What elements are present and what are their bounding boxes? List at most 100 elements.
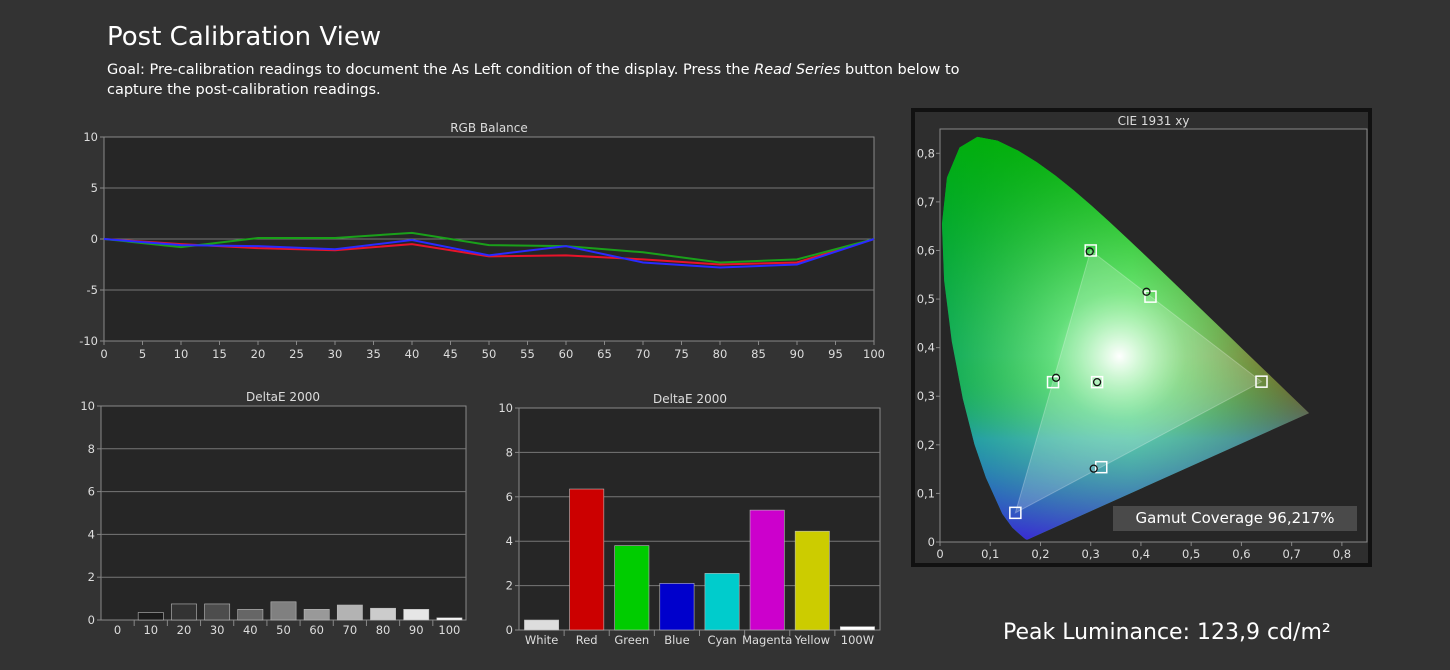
gray-bar-10 (137, 612, 164, 621)
gray-xtick-label: 20 (177, 623, 192, 637)
rgb-xtick-label: 40 (405, 347, 420, 361)
rgb-series-line-0 (103, 238, 875, 266)
rgb-ytick-label: 5 (91, 181, 98, 195)
gray-ytick-label: 8 (88, 442, 95, 456)
gray-xtick-label: 50 (276, 623, 291, 637)
cie-gamut-triangle (1014, 249, 1263, 514)
cie-measured-0 (1085, 247, 1094, 256)
gray-ytick-label: 4 (88, 527, 95, 541)
gray-bar-50 (270, 601, 297, 621)
rgb-ytick-label: -10 (79, 334, 98, 348)
cie-xtick-label: 0,2 (1031, 547, 1049, 561)
gray-chart-title: DeltaE 2000 (246, 390, 320, 404)
rgb-xtick-label: 65 (597, 347, 612, 361)
cie-xtick-label: 0 (936, 547, 943, 561)
rgb-ytick-label: -5 (87, 283, 98, 297)
cie-xtick-label: 0,3 (1082, 547, 1100, 561)
cie-xtick-label: 0,5 (1182, 547, 1200, 561)
cie-ytick-label: 0,7 (917, 195, 935, 209)
goal-text: Goal: Pre-calibration readings to docume… (107, 60, 987, 100)
cie-xtick-label: 0,8 (1333, 547, 1351, 561)
rgb-xtick-label: 60 (559, 347, 574, 361)
gray-ytick-label: 6 (88, 485, 95, 499)
gray-xtick-label: 90 (409, 623, 424, 637)
gray-bar-60 (303, 608, 330, 621)
rgb-xtick-label: 30 (328, 347, 343, 361)
cie-target-4 (1095, 460, 1108, 474)
cie-ytick-label: 0,3 (917, 389, 935, 403)
cie-target-0 (1255, 375, 1268, 388)
rgb-xtick-label: 20 (251, 347, 266, 361)
cie-measured-1 (1051, 373, 1061, 382)
gray-xtick-label: 30 (210, 623, 225, 637)
gray-bar-80 (370, 607, 396, 621)
cie-target-2 (1009, 506, 1022, 520)
color-chart-title: DeltaE 2000 (653, 392, 727, 406)
cie-chart: CIE 1931 xy 0 0,1 0,2 0,3 0,4 0,5 0,6 0,7 0,8 0 0,1… (911, 108, 1372, 567)
cie-xtick-label: 0,1 (981, 547, 999, 561)
color-ytick-label: 4 (506, 534, 513, 548)
gray-bar-90 (403, 608, 430, 621)
gray-plot-area (100, 405, 467, 621)
rgb-xtick-label: 10 (174, 347, 189, 361)
rgb-xtick-label: 50 (482, 347, 497, 361)
cie-ytick-label: 0,8 (917, 146, 935, 160)
gamut-coverage-label: Gamut Coverage 96,217% (1135, 509, 1335, 527)
color-bar-white (524, 619, 560, 631)
rgb-xtick-label: 5 (139, 347, 146, 361)
rgb-series-line-2 (103, 238, 875, 269)
rgb-xtick-label: 45 (443, 347, 458, 361)
gray-bar-100 (436, 617, 463, 621)
color-xtick-label: 100W (841, 633, 874, 647)
gray-xtick-label: 10 (143, 623, 158, 637)
color-bar-green (614, 545, 650, 631)
cie-xtick-label: 0,6 (1232, 547, 1250, 561)
rgb-ytick-label: 0 (91, 232, 98, 246)
gray-xtick-label: 60 (309, 623, 324, 637)
gray-ytick-label: 2 (88, 570, 95, 584)
gray-bar-20 (171, 603, 197, 621)
gray-xtick-label: 100 (438, 623, 460, 637)
gamut-coverage-box (1113, 506, 1357, 531)
color-bar-blue (659, 583, 695, 631)
color-ytick-label: 10 (498, 401, 513, 415)
rgb-xtick-label: 25 (289, 347, 304, 361)
color-xtick-label: White (525, 633, 558, 647)
cie-ytick-label: 0 (928, 535, 935, 549)
color-xtick-label: Red (576, 633, 598, 647)
gray-xtick-label: 80 (376, 623, 391, 637)
rgb-ytick-label: 10 (83, 130, 98, 144)
cie-measured-3 (1142, 287, 1151, 296)
cie-target-6 (1090, 375, 1104, 389)
color-xtick-label: Blue (664, 633, 689, 647)
color-xtick-label: Cyan (707, 633, 736, 647)
gray-bar-70 (336, 604, 363, 621)
grayscale-deltae-chart: 0 2 4 6 8 10 DeltaE 2000 0 10 20 30 40 50 60 70 80 90 100 (80, 390, 467, 637)
gray-bar-40 (237, 608, 264, 621)
gray-xtick-label: 70 (343, 623, 358, 637)
color-deltae-chart: 0 2 4 6 8 10 DeltaE 2000 White Red Green Blue Cyan M… (498, 392, 881, 647)
cie-ytick-label: 0,5 (917, 292, 935, 306)
rgb-xtick-label: 85 (751, 347, 766, 361)
cie-measured-2 (1089, 464, 1098, 473)
rgb-xtick-label: 70 (636, 347, 651, 361)
rgb-xtick-label: 75 (674, 347, 689, 361)
cie-ytick-label: 0,1 (917, 486, 935, 500)
color-ytick-label: 0 (506, 623, 513, 637)
peak-luminance-label: Peak Luminance: 123,9 cd/m² (1003, 620, 1331, 645)
goal-prefix: Goal: Pre-calibration readings to docume… (107, 62, 755, 78)
rgb-chart-title: RGB Balance (450, 121, 528, 135)
rgb-xtick-label: 15 (212, 347, 227, 361)
color-bar-yellow (794, 530, 830, 631)
cie-xtick-label: 0,7 (1282, 547, 1300, 561)
gray-bar-30 (204, 603, 231, 621)
color-xtick-label: Yellow (794, 633, 830, 647)
rgb-xtick-label: 55 (520, 347, 535, 361)
cie-target-1 (1084, 244, 1097, 257)
cie-measured-4 (1092, 377, 1102, 387)
rgb-xtick-label: 90 (790, 347, 805, 361)
page-title: Post Calibration View (107, 22, 382, 52)
gray-ytick-label: 10 (80, 399, 95, 413)
